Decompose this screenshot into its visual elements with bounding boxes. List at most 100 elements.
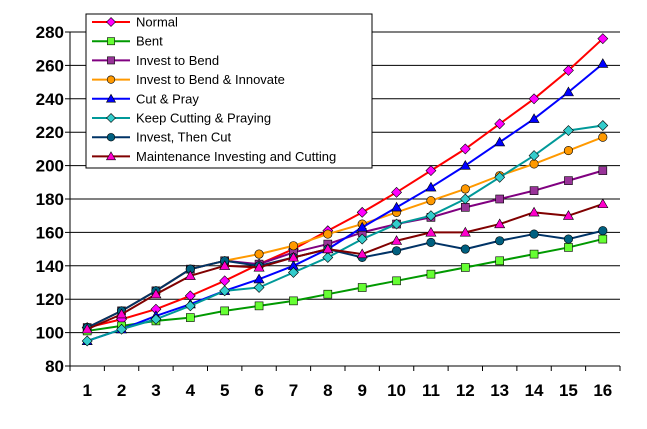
data-point: [494, 218, 506, 229]
legend-item: Normal: [92, 15, 178, 30]
data-point: [184, 300, 196, 312]
data-point: [81, 335, 93, 347]
legend-label: Bent: [136, 34, 163, 49]
data-point: [459, 143, 471, 155]
x-tick-label: 4: [186, 381, 196, 400]
series-line: [86, 62, 604, 342]
x-tick-label: 9: [357, 381, 366, 400]
series-group: [81, 33, 609, 347]
data-point: [425, 181, 437, 192]
data-point: [322, 252, 334, 263]
x-tick-label: 16: [593, 381, 612, 400]
data-point: [563, 234, 573, 244]
legend-marker: [105, 93, 117, 103]
data-point: [562, 86, 574, 97]
legend-item: Invest to Bend & Innovate: [92, 72, 285, 87]
data-point: [356, 233, 368, 245]
data-point: [425, 210, 437, 222]
y-tick-label: 260: [36, 56, 64, 75]
data-point: [597, 58, 609, 68]
y-tick-label: 80: [45, 357, 64, 376]
x-axis-ticks: 1 2 3 4 5 6 7 8 9 10 11 12 13 14 15 16: [69, 366, 621, 400]
series-line: [86, 203, 604, 331]
data-point: [529, 249, 539, 259]
data-point: [564, 176, 573, 185]
data-point: [598, 132, 608, 142]
data-point: [356, 206, 368, 218]
data-point: [494, 171, 506, 183]
legend-label: Keep Cutting & Praying: [136, 111, 271, 126]
legend-item: Maintenance Investing and Cutting: [92, 149, 336, 164]
data-point: [426, 196, 436, 206]
data-point: [116, 323, 127, 335]
data-point: [528, 93, 540, 105]
data-point: [81, 323, 93, 334]
data-point: [186, 313, 195, 322]
legend: Normal Bent Invest to Bend Invest to Bend &…: [85, 13, 373, 169]
data-point: [598, 226, 608, 236]
data-point: [288, 241, 298, 251]
data-point: [597, 120, 609, 131]
series-line: [87, 238, 604, 332]
data-point: [220, 306, 229, 316]
data-point: [563, 125, 574, 136]
x-tick-label: 1: [82, 381, 91, 400]
y-tick-label: 220: [36, 123, 64, 142]
data-point: [184, 270, 196, 280]
legend-marker: [106, 17, 116, 27]
x-tick-label: 3: [151, 381, 160, 400]
data-point: [323, 289, 333, 299]
data-point: [598, 234, 608, 244]
data-point: [425, 165, 437, 177]
data-point: [529, 186, 539, 195]
data-point: [357, 283, 367, 292]
series-line: [86, 229, 604, 329]
data-point: [254, 301, 264, 311]
legend-item: Invest to Bend: [92, 53, 219, 68]
legend-box: [85, 13, 373, 169]
data-point: [323, 229, 333, 239]
legend-item: Keep Cutting & Praying: [92, 111, 271, 126]
data-point: [495, 236, 505, 246]
y-tick-label: 160: [36, 223, 64, 242]
data-point: [392, 276, 401, 286]
x-tick-label: 6: [254, 381, 263, 400]
x-tick-label: 11: [422, 381, 440, 400]
y-tick-label: 180: [36, 190, 64, 209]
y-tick-label: 280: [36, 23, 64, 42]
y-tick-label: 140: [36, 257, 64, 276]
data-point: [460, 184, 470, 194]
data-point: [459, 226, 471, 237]
legend-label: Normal: [136, 15, 178, 30]
legend-item: Bent: [92, 34, 163, 49]
series-7: [81, 198, 609, 334]
data-point: [597, 33, 609, 45]
data-point: [254, 249, 264, 259]
x-tick-label: 8: [323, 381, 332, 400]
data-point: [528, 206, 540, 217]
data-point: [494, 118, 506, 130]
data-point: [529, 229, 539, 239]
data-point: [219, 285, 231, 297]
x-tick-label: 12: [456, 381, 475, 400]
data-point: [460, 244, 470, 254]
data-point: [461, 263, 470, 272]
data-point: [459, 159, 471, 170]
x-tick-label: 10: [387, 381, 406, 400]
y-tick-label: 100: [36, 324, 64, 343]
data-point: [392, 246, 402, 256]
y-tick-label: 120: [36, 290, 64, 309]
series-line: [86, 37, 604, 329]
legend-label: Invest to Bend: [136, 53, 219, 68]
data-point: [391, 201, 403, 212]
legend-label: Cut & Pray: [136, 91, 199, 106]
data-point: [356, 221, 368, 232]
data-point: [356, 248, 368, 259]
data-point: [461, 203, 470, 212]
data-point: [426, 237, 436, 247]
data-point: [391, 235, 403, 245]
data-point: [597, 198, 609, 209]
y-tick-label: 200: [36, 157, 64, 176]
x-tick-label: 7: [289, 381, 298, 400]
data-point: [459, 193, 471, 205]
